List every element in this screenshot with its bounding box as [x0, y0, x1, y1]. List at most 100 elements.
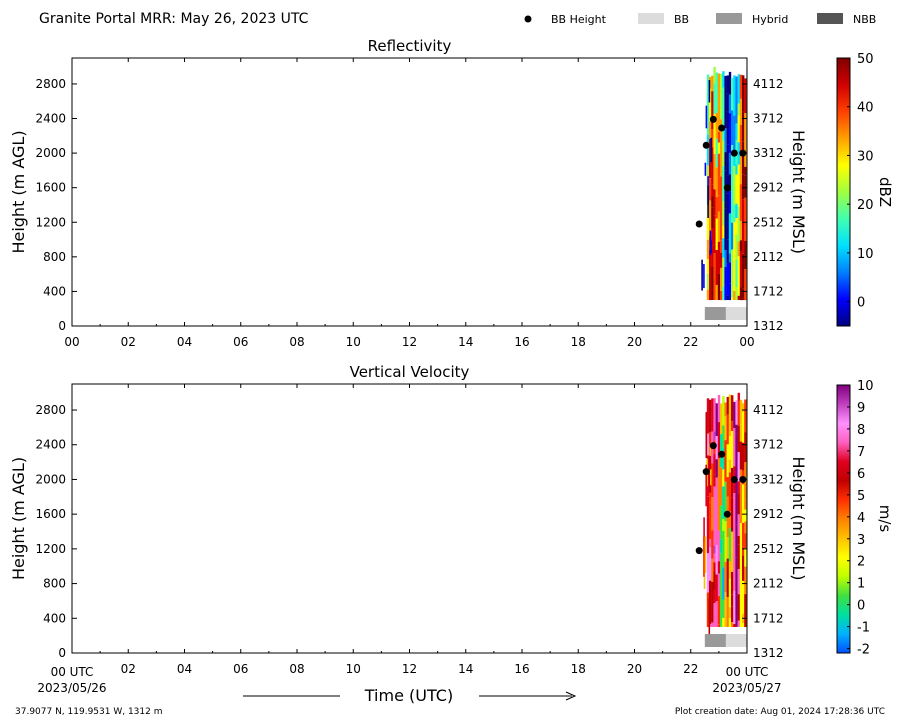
heatmap-cell: [739, 550, 743, 577]
heatmap-cell: [735, 400, 738, 425]
bb-height-marker: [695, 220, 703, 228]
heatmap-cell: [713, 66, 716, 84]
legend-label: NBB: [853, 13, 876, 26]
heatmap-cell: [717, 233, 721, 242]
bb-height-marker: [702, 468, 710, 476]
heatmap-cell: [724, 481, 727, 522]
heatmap-cell: [728, 262, 732, 284]
heatmap-cell: [742, 253, 745, 267]
heatmap-cell: [731, 467, 734, 498]
heatmap-cell: [742, 111, 745, 142]
heatmap-cell: [709, 492, 712, 503]
heatmap-cell: [737, 452, 740, 464]
y-tick-label: 1200: [35, 542, 66, 556]
heatmap-cell: [728, 618, 732, 627]
heatmap-cell: [722, 201, 725, 226]
heatmap-cell: [711, 398, 714, 432]
heatmap-cell: [713, 510, 716, 546]
heatmap-cell: [742, 154, 745, 175]
heatmap-cell: [724, 416, 727, 441]
heatmap-cell: [711, 207, 714, 229]
colorbar-tick-label: 10: [857, 247, 874, 262]
y-axis-label: Height (m AGL): [9, 130, 28, 253]
bb-type-segment: [704, 634, 726, 647]
heatmap-cell: [731, 421, 734, 432]
x-tick-label: 08: [289, 662, 304, 676]
heatmap-cell: [735, 218, 738, 235]
heatmap-cell: [722, 140, 725, 167]
heatmap-cell: [715, 425, 718, 436]
heatmap-cell: [706, 592, 710, 627]
heatmap-cell: [720, 539, 723, 554]
x-start-label: 00 UTC: [51, 665, 94, 679]
heatmap-cell: [705, 412, 708, 458]
y-tick-label: 0: [58, 646, 66, 660]
heatmap-cell: [713, 215, 716, 245]
heatmap-cell: [728, 607, 732, 619]
heatmap-cell: [705, 464, 707, 507]
legend-hybrid-swatch: [716, 13, 742, 24]
heatmap-cell: [726, 414, 729, 445]
y-tick-label: 400: [43, 284, 66, 298]
heatmap-cell: [706, 203, 710, 240]
heatmap-cell: [733, 482, 736, 494]
heatmap-cell: [731, 571, 734, 595]
heatmap-cell: [744, 399, 747, 433]
heatmap-cell: [703, 264, 705, 289]
heatmap-cell: [733, 401, 736, 429]
heatmap-cell: [713, 454, 716, 475]
heatmap-cell: [709, 601, 712, 625]
heatmap-cell: [706, 273, 710, 290]
heatmap-cell: [744, 134, 747, 167]
heatmap-cell: [706, 433, 710, 456]
bb-height-marker: [730, 149, 738, 157]
heatmap-cell: [737, 620, 740, 627]
heatmap-cell: [737, 115, 740, 143]
heatmap-cell: [735, 595, 738, 627]
heatmap-cell: [722, 99, 725, 141]
colorbar-label: m/s: [876, 505, 894, 533]
heatmap-cell: [709, 178, 712, 201]
x-end-date: 2023/05/27: [712, 681, 781, 695]
heatmap-cell: [715, 72, 718, 113]
heatmap-cell: [731, 531, 734, 551]
heatmap-cell: [731, 606, 734, 623]
bb-height-marker: [709, 442, 717, 450]
colorbar-tick-label: 0: [857, 296, 865, 311]
heatmap-cell: [708, 598, 711, 634]
heatmap-cell: [728, 71, 732, 95]
y-tick-label: 2000: [35, 472, 66, 486]
colorbar: [836, 57, 851, 327]
heatmap-cell: [728, 472, 732, 512]
heatmap-cell: [739, 251, 743, 288]
heatmap-cell: [728, 191, 732, 214]
heatmap-cell: [726, 111, 729, 145]
heatmap-cell: [713, 154, 716, 190]
panel-title: Vertical Velocity: [350, 363, 470, 381]
legend-label: Hybrid: [752, 13, 788, 26]
heatmap-cell: [739, 287, 743, 301]
heatmap-cell: [720, 111, 723, 120]
heatmap-cell: [724, 592, 727, 627]
heatmap-cell: [737, 400, 740, 426]
heatmap-cell: [713, 189, 716, 216]
y-axis-label: Height (m AGL): [9, 457, 28, 580]
heatmap-cell: [733, 591, 736, 624]
heatmap-cell: [724, 440, 727, 482]
heatmap-cell: [742, 298, 745, 301]
heatmap-cell: [728, 528, 732, 562]
x-tick-label: 16: [514, 335, 529, 349]
heatmap-cell: [711, 497, 714, 531]
heatmap-cell: [722, 297, 725, 301]
y2-tick-label: 1312: [753, 319, 784, 333]
arrow-head: [565, 691, 577, 701]
heatmap-cell: [744, 197, 747, 228]
y-tick-label: 1600: [35, 181, 66, 195]
heatmap-cell: [735, 424, 738, 434]
heatmap-cell: [737, 594, 740, 621]
heatmap-cell: [744, 299, 747, 301]
heatmap-cell: [728, 394, 732, 436]
legend-label: BB Height: [551, 13, 607, 26]
heatmap-cell: [717, 573, 721, 596]
